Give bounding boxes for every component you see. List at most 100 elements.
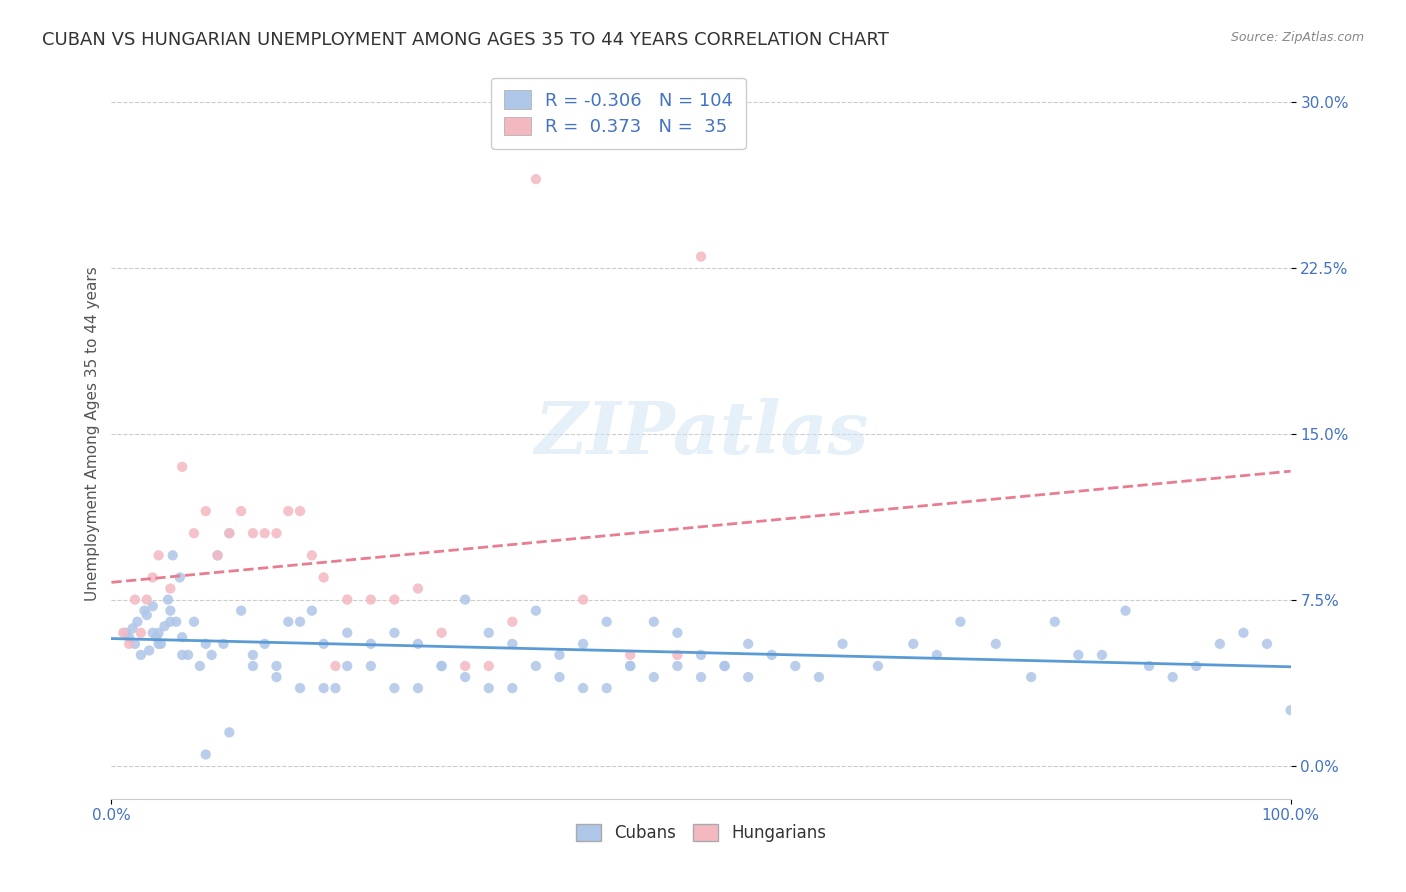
Point [159, 604, 181, 618]
Point [360, 659, 382, 673]
Point [454, 592, 477, 607]
Point [142, 599, 165, 614]
Point [242, 659, 264, 673]
Point [129, 648, 152, 662]
Point [253, 526, 276, 541]
Point [1067, 648, 1090, 662]
Point [406, 582, 429, 596]
Point [201, 648, 224, 662]
Point [1091, 648, 1114, 662]
Point [229, 504, 252, 518]
Text: Source: ZipAtlas.com: Source: ZipAtlas.com [1230, 31, 1364, 45]
Point [524, 659, 547, 673]
Point [548, 648, 571, 662]
Point [266, 526, 288, 541]
Point [1279, 703, 1302, 717]
Point [112, 625, 135, 640]
Point [207, 549, 229, 563]
Point [903, 637, 925, 651]
Point [690, 250, 713, 264]
Point [572, 592, 595, 607]
Point [761, 648, 783, 662]
Point [713, 659, 735, 673]
Point [619, 659, 641, 673]
Point [572, 681, 595, 695]
Point [218, 526, 240, 541]
Point [207, 549, 229, 563]
Point [1043, 615, 1066, 629]
Point [666, 648, 689, 662]
Point [785, 659, 807, 673]
Point [288, 615, 311, 629]
Point [188, 659, 211, 673]
Legend: R = -0.306   N = 104, R =  0.373   N =  35: R = -0.306 N = 104, R = 0.373 N = 35 [491, 78, 745, 149]
Point [478, 681, 501, 695]
Point [831, 637, 853, 651]
Point [266, 659, 288, 673]
Point [312, 681, 335, 695]
Point [148, 637, 170, 651]
Point [713, 659, 735, 673]
Text: ZIPatlas: ZIPatlas [534, 398, 868, 469]
Point [454, 659, 477, 673]
Point [866, 659, 889, 673]
Point [384, 592, 406, 607]
Point [149, 637, 172, 651]
Point [1256, 637, 1278, 651]
Point [172, 630, 194, 644]
Point [159, 582, 181, 596]
Point [124, 592, 146, 607]
Point [134, 604, 156, 618]
Point [172, 648, 194, 662]
Point [124, 637, 146, 651]
Point [384, 681, 406, 695]
Point [454, 670, 477, 684]
Point [325, 681, 347, 695]
Point [524, 604, 547, 618]
Point [690, 670, 713, 684]
Point [266, 670, 288, 684]
Point [360, 592, 382, 607]
Point [406, 637, 429, 651]
Point [501, 681, 523, 695]
Point [135, 592, 157, 607]
Point [1137, 659, 1160, 673]
Point [218, 526, 240, 541]
Point [159, 615, 181, 629]
Point [690, 648, 713, 662]
Point [194, 504, 217, 518]
Point [212, 637, 235, 651]
Point [194, 637, 217, 651]
Point [156, 592, 179, 607]
Point [169, 570, 191, 584]
Point [336, 659, 359, 673]
Point [172, 459, 194, 474]
Point [301, 604, 323, 618]
Point [501, 615, 523, 629]
Point [312, 637, 335, 651]
Point [162, 549, 184, 563]
Point [118, 630, 141, 644]
Point [114, 625, 136, 640]
Point [360, 637, 382, 651]
Point [288, 681, 311, 695]
Point [218, 725, 240, 739]
Point [949, 615, 972, 629]
Point [572, 637, 595, 651]
Point [242, 526, 264, 541]
Point [737, 637, 759, 651]
Point [183, 526, 205, 541]
Point [325, 659, 347, 673]
Point [242, 648, 264, 662]
Point [406, 681, 429, 695]
Point [336, 625, 359, 640]
Point [153, 619, 176, 633]
Point [619, 648, 641, 662]
Point [1115, 604, 1137, 618]
Point [666, 625, 689, 640]
Point [478, 625, 501, 640]
Point [127, 615, 149, 629]
Point [145, 630, 167, 644]
Point [384, 625, 406, 640]
Y-axis label: Unemployment Among Ages 35 to 44 years: Unemployment Among Ages 35 to 44 years [86, 267, 100, 601]
